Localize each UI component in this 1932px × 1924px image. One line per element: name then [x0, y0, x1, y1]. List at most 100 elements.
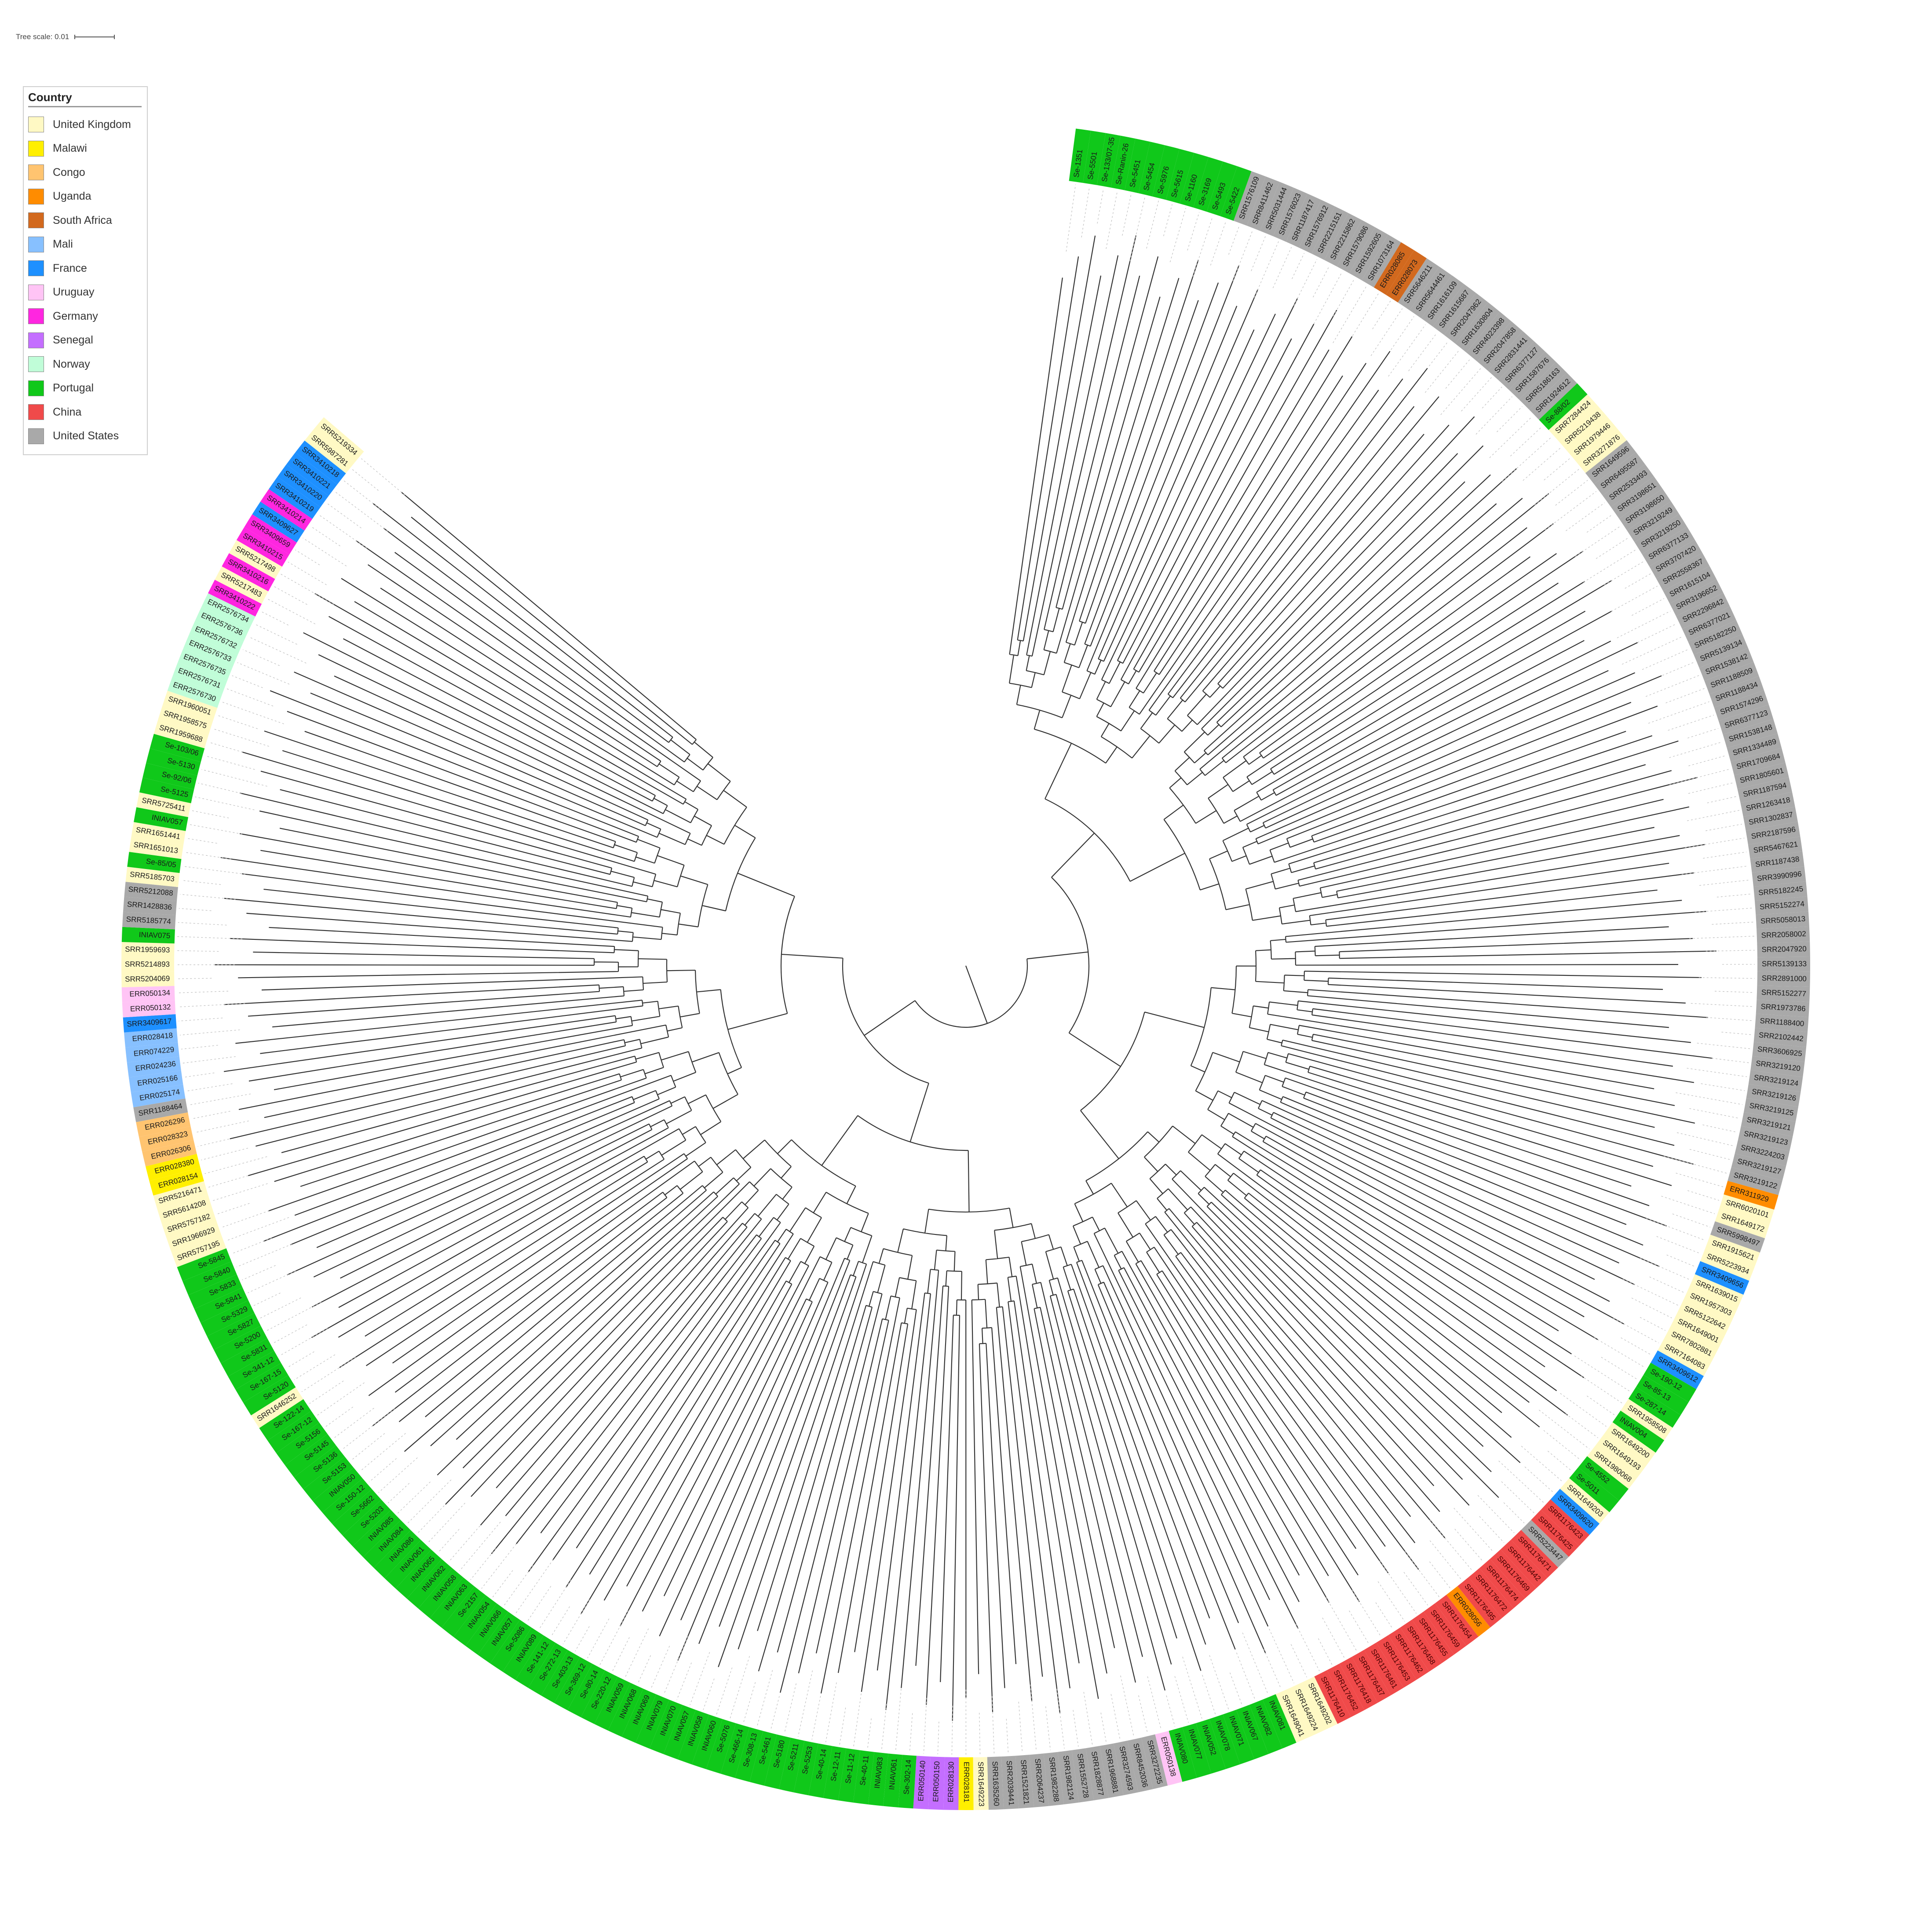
leaf-strip [373, 1530, 421, 1578]
leaf-guide [1565, 1413, 1598, 1438]
leaf-strip [554, 1657, 593, 1711]
leaf-guide [1617, 610, 1671, 639]
legend-label: South Africa [53, 214, 112, 226]
leaf-guide [1669, 741, 1723, 758]
leaf-guide [979, 1712, 981, 1755]
leaf-guide [1475, 396, 1512, 435]
leaf-strip [973, 1757, 989, 1810]
leaf-guide [209, 742, 243, 753]
leaf-strip [1249, 1699, 1282, 1754]
leaf-strip [1529, 372, 1578, 420]
leaf-guide [1202, 1675, 1216, 1715]
leaf-strip [1549, 394, 1598, 441]
legend-title: Country [28, 91, 142, 107]
leaf-guide [369, 1458, 397, 1482]
leaf-strip [1299, 200, 1335, 254]
leaf-strip [779, 1738, 805, 1793]
leaf-guide [1688, 782, 1734, 794]
leaf-guide [1440, 368, 1481, 415]
leaf-guide [1534, 469, 1579, 506]
leaf-guide [222, 701, 284, 724]
leaf-strip [1723, 719, 1778, 748]
leaf-strip [294, 1445, 345, 1490]
leaf-strip [260, 489, 313, 531]
leaf-strip [1531, 1509, 1579, 1557]
leaf-strip [1233, 171, 1266, 226]
leaf-strip [442, 1586, 486, 1637]
leaf-strip [1683, 1287, 1738, 1322]
leaf-strip [1676, 593, 1730, 629]
leaf-guide [177, 936, 243, 939]
leaf-strip [1585, 440, 1636, 485]
legend-swatch [28, 404, 44, 420]
leaf-strip [1642, 526, 1695, 566]
leaf-guide [1632, 598, 1665, 616]
leaf-guide [1210, 221, 1227, 266]
leaf-strip [201, 593, 256, 629]
leaf-strip [285, 1434, 336, 1478]
leaf-strip [1058, 1750, 1079, 1805]
leaf-strip [1656, 553, 1710, 591]
leaf-guide [1622, 1278, 1678, 1306]
leaf-guide [1574, 1355, 1630, 1392]
leaf-strip [943, 1757, 959, 1810]
leaf-guide [237, 662, 290, 685]
leaf-guide [1645, 675, 1700, 697]
leaf-strip [139, 778, 194, 803]
leaf-guide [1497, 406, 1523, 432]
leaf-strip [251, 1387, 303, 1428]
leaf-guide [189, 1093, 251, 1106]
leaf-strip [342, 1499, 391, 1547]
leaf-guide [1209, 1655, 1229, 1710]
leaf-guide [273, 1324, 307, 1344]
leaf-strip [1731, 748, 1786, 775]
leaf-strip [1567, 417, 1618, 462]
leaf-guide [343, 480, 383, 511]
leaf-guide [1669, 769, 1730, 785]
leaf-guide [186, 1083, 233, 1092]
leaf-guide [1695, 908, 1753, 913]
leaf-guide [867, 1718, 872, 1749]
leaf-guide [1703, 851, 1747, 859]
legend-label: Senegal [53, 334, 93, 347]
leaf-strip [541, 1650, 580, 1703]
leaf-strip [1741, 1112, 1796, 1137]
leaf-guide [309, 1380, 344, 1404]
legend-swatch [28, 428, 44, 444]
leaf-guide [1503, 1502, 1525, 1523]
legend-label: China [53, 405, 82, 418]
tree-scale-label: Tree scale: 0.01 [16, 33, 69, 41]
leaf-strip [1560, 1478, 1610, 1524]
leaf-strip [1576, 428, 1627, 473]
leaf-guide [1621, 1337, 1652, 1356]
leaf-guide [1428, 341, 1449, 366]
leaf-strip [1400, 1619, 1442, 1672]
leaf-guide [1501, 1481, 1534, 1513]
legend-swatch [28, 380, 44, 396]
leaf-strip [149, 1167, 204, 1196]
tree-scale: Tree scale: 0.01 [16, 33, 115, 41]
leaf-guide [770, 1696, 780, 1731]
leaf-strip [1753, 881, 1808, 901]
leaf-guide [1566, 502, 1605, 531]
leaf-guide [1656, 1236, 1701, 1254]
leaf-label: SRR5139133 [1762, 960, 1807, 968]
leaf-guide [205, 1156, 267, 1174]
leaf-strip [1756, 911, 1809, 929]
leaf-strip [706, 1719, 736, 1774]
leaf-guide [1163, 204, 1172, 237]
leaf-strip [228, 1351, 281, 1390]
leaf-guide [1510, 426, 1542, 456]
leaf-strip [1734, 763, 1789, 789]
leaf-guide [1313, 265, 1330, 298]
leaf-strip [177, 1248, 232, 1281]
leaf-guide [378, 1457, 418, 1493]
leaf-guide [1594, 1337, 1645, 1368]
leaf-guide [179, 908, 212, 911]
leaf-strip [1750, 1056, 1805, 1077]
leaf-strip [124, 882, 178, 902]
leaf-strip [1444, 293, 1488, 344]
leaf-strip [808, 1743, 833, 1798]
leaf-strip [1744, 1098, 1798, 1122]
leaf-strip [1498, 341, 1545, 390]
